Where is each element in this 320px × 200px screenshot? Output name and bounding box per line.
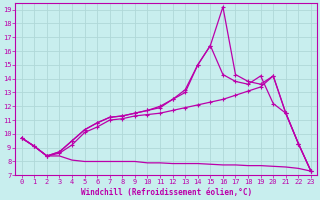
X-axis label: Windchill (Refroidissement éolien,°C): Windchill (Refroidissement éolien,°C) (81, 188, 252, 197)
